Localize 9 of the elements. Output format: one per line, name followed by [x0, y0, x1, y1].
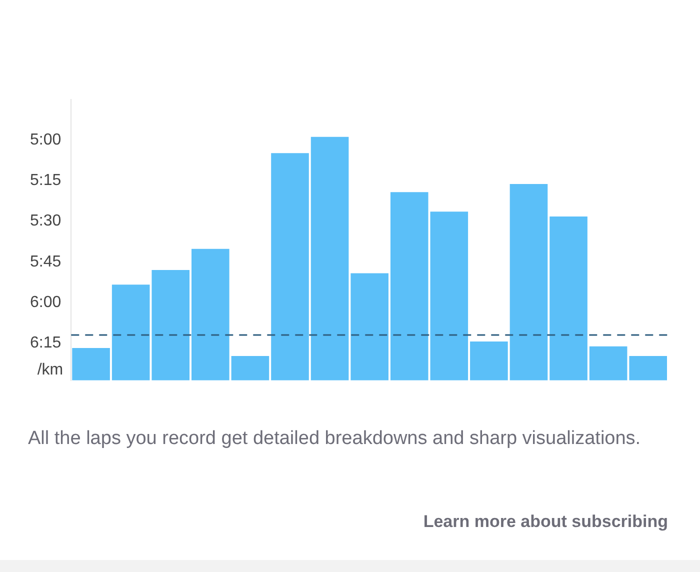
- y-tick-label: 5:30: [30, 212, 62, 230]
- text: All the laps you record get detailed breakdowns and sharp visualizations.: [28, 427, 642, 451]
- y-tick-label: 6:00: [30, 294, 62, 311]
- y-tick-label: 5:00: [30, 132, 62, 149]
- y-tick-label: 6:15: [30, 334, 62, 352]
- y-tick-label: 5:15: [30, 172, 62, 190]
- y-axis-title: /km: [37, 361, 64, 378]
- text: Learn more about subscribing: [423, 512, 668, 532]
- y-tick-label: 5:45: [30, 253, 62, 270]
